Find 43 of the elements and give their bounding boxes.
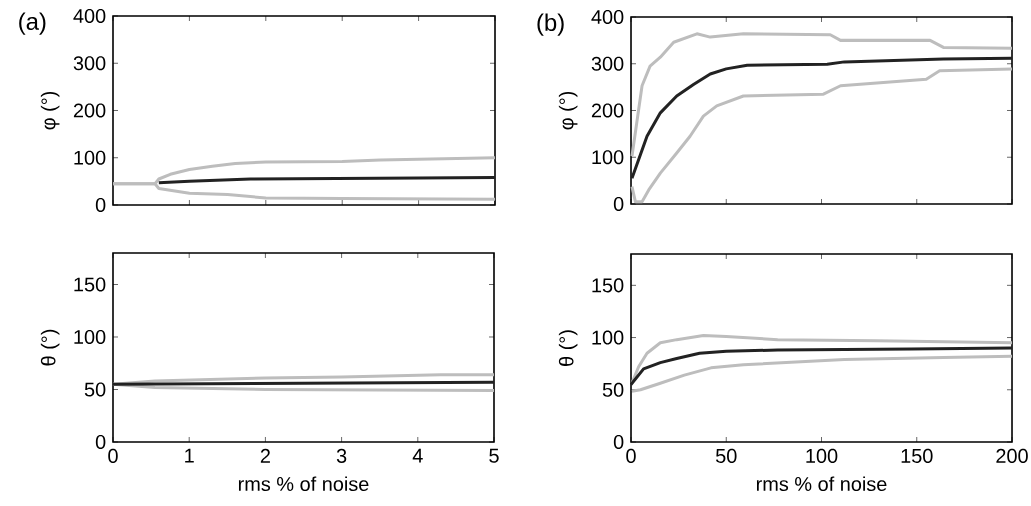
x-tick-label: 200: [996, 448, 1028, 463]
y-tick-label: 100: [592, 330, 624, 345]
x-tick-label: 100: [806, 448, 838, 463]
line-series: [630, 354, 1014, 393]
y-tick-label: 100: [592, 150, 624, 165]
y-axis-title: θ (°): [558, 330, 578, 366]
x-tick-label: 4: [412, 448, 423, 463]
y-tick-label: 150: [74, 277, 106, 292]
y-tick-label: 50: [602, 382, 624, 397]
y-tick-label: 400: [73, 8, 106, 24]
text: (b): [537, 13, 564, 36]
x-tick-label: 0: [626, 448, 636, 463]
x-tick-label: 1: [185, 448, 194, 463]
text: (a): [19, 12, 46, 35]
x-tick-label: 150: [901, 448, 933, 463]
y-tick-label: 200: [73, 103, 106, 118]
line-series: [630, 333, 1014, 385]
y-axis-title: θ (°): [40, 329, 60, 366]
y-tick-label: 0: [95, 197, 106, 213]
y-tick-label: 100: [74, 150, 106, 165]
y-tick-label: 50: [84, 382, 106, 397]
line-series: [629, 346, 1014, 387]
x-tick-label: 50: [715, 448, 737, 463]
x-axis-title: rms % of noise: [238, 476, 369, 492]
x-tick-label: 0: [108, 448, 118, 463]
y-tick-label: 400: [591, 9, 624, 25]
line-series: [630, 56, 1014, 180]
y-axis-title: φ (°): [40, 91, 60, 130]
y-tick-label: 100: [74, 329, 106, 345]
y-tick-label: 300: [73, 56, 106, 71]
x-tick-label: 5: [489, 448, 499, 463]
y-tick-label: 200: [591, 103, 624, 118]
line-series: [630, 32, 1014, 158]
y-tick-label: 0: [95, 434, 106, 450]
y-tick-label: 0: [613, 434, 624, 450]
x-tick-label: 3: [336, 448, 347, 463]
y-tick-label: 300: [591, 56, 624, 71]
x-axis-title: rms % of noise: [756, 476, 887, 492]
line-series: [630, 67, 1014, 204]
y-axis-title: φ (°): [558, 91, 578, 130]
x-tick-label: 2: [260, 448, 270, 463]
y-tick-label: 0: [613, 196, 624, 212]
y-tick-label: 150: [592, 278, 624, 293]
